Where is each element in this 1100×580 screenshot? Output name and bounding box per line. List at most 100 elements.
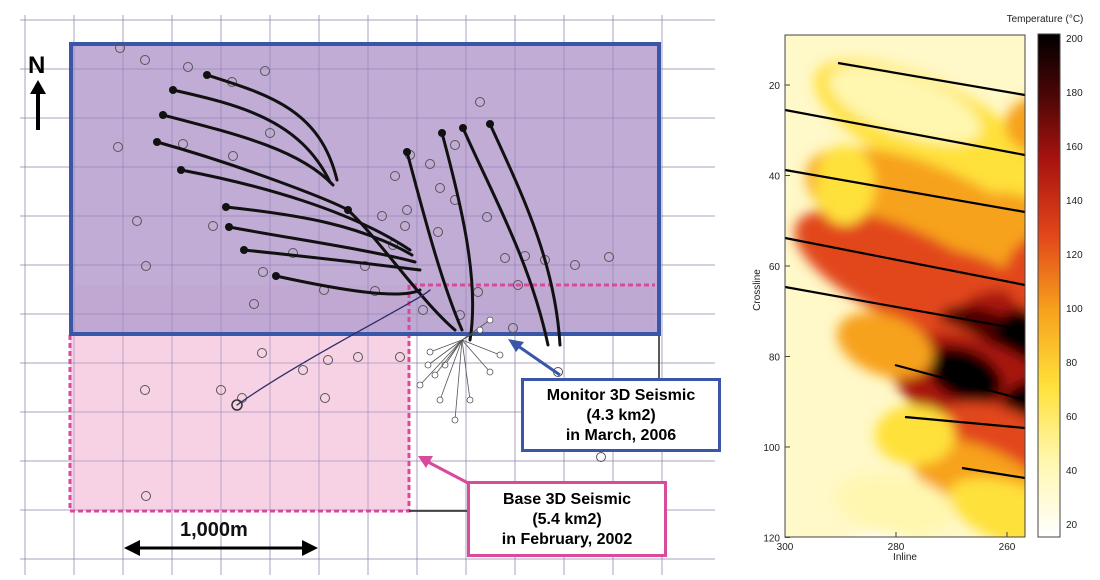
monitor-callout-line1: Monitor 3D Seismic: [546, 387, 696, 404]
well-trace: [155, 140, 350, 212]
well-circle: [140, 385, 150, 395]
well-circle: [377, 211, 387, 221]
well-trace: [242, 248, 422, 272]
spoke-well: [426, 348, 434, 356]
heatmap-well-trace: [785, 285, 1025, 332]
well-circle: [482, 212, 492, 222]
spoke-line: [461, 329, 481, 341]
temperature-blob: [1005, 99, 1025, 151]
monitor-callout-line3: in March, 2006: [565, 427, 677, 444]
spoke-line: [461, 339, 501, 356]
well-circle: [450, 140, 460, 150]
well-trace: [440, 131, 475, 342]
well-circle: [435, 183, 445, 193]
spoke-line: [461, 319, 491, 341]
well-circle: [475, 97, 485, 107]
spoke-well: [466, 396, 474, 404]
well-circle: [513, 280, 523, 290]
well-head: [222, 203, 230, 211]
colorbar-title: Temperature (°C): [1007, 14, 1084, 25]
well-circle: [115, 43, 125, 53]
base-callout-line2: (5.4 km2): [532, 511, 602, 528]
spoke-line: [427, 339, 463, 366]
spoke-line: [419, 339, 463, 386]
temperature-blob: [836, 312, 934, 378]
spoke-well: [496, 351, 504, 359]
well-circle: [208, 221, 218, 231]
well-circle: [183, 62, 193, 72]
inline-ticks: 300 280 260: [777, 532, 1016, 553]
scale-label: 1,000m: [180, 519, 248, 541]
crossline-axis-label: Crossline: [752, 269, 763, 311]
temperature-blob: [1005, 240, 1025, 310]
crossline-tick-label: 80: [769, 353, 781, 364]
well-circle: [298, 365, 308, 375]
well-head: [225, 223, 233, 231]
well-circle: [425, 159, 435, 169]
spoke-well: [486, 368, 494, 376]
well-trace: [171, 88, 332, 184]
spoke-well: [431, 371, 439, 379]
colorbar-tick-label: 100: [1066, 304, 1083, 315]
base-callout-line1: Base 3D Seismic: [502, 491, 632, 508]
well-trace: [161, 113, 335, 187]
crossline-tick-label: 100: [763, 443, 780, 454]
well-circle: [141, 261, 151, 271]
spoke-line: [434, 339, 463, 376]
well-circle: [265, 128, 275, 138]
colorbar-tick-label: 60: [1066, 412, 1078, 423]
temperature-blob: [875, 405, 955, 465]
scale-bar: [124, 540, 318, 556]
colorbar-tick-label: 80: [1066, 358, 1078, 369]
well-circle: [508, 323, 518, 333]
well-trace: [224, 205, 414, 257]
heatmap-well-traces: [785, 61, 1025, 480]
crossline-ticks: 20 40 60 80 100 120: [763, 81, 790, 545]
inline-tick-label: 280: [888, 542, 905, 553]
well-circle: [228, 151, 238, 161]
colorbar-tick-label: 180: [1066, 88, 1083, 99]
well-circle: [260, 66, 270, 76]
well-circle: [596, 452, 606, 462]
heatmap-well-trace: [894, 363, 1025, 402]
well-head: [177, 166, 185, 174]
temperature-blob: [956, 192, 1025, 278]
monitor-callout-line2: (4.3 km2): [586, 407, 656, 424]
well-circle: [418, 305, 428, 315]
spoke-line: [429, 339, 463, 353]
crossline-tick-label: 120: [763, 534, 780, 545]
well-trace: [227, 225, 417, 264]
temperature-colorbar: [1037, 33, 1061, 538]
heatmap-well-trace: [961, 466, 1025, 480]
well-circle: [113, 142, 123, 152]
well-circle: [500, 253, 510, 263]
heatmap-well-trace: [785, 236, 1025, 287]
well-head: [344, 206, 352, 214]
monitor-callout-arrow: [508, 339, 561, 377]
colorbar-ticks: 200 180 160 140 120 100 80 60 40 20: [1066, 34, 1083, 531]
spoke-well: [451, 416, 459, 424]
spoke-line: [439, 339, 463, 401]
spoke-line: [461, 339, 491, 373]
heatmap-well-trace: [785, 168, 1025, 214]
well-head: [459, 124, 467, 132]
well-head: [231, 399, 243, 411]
well-head: [153, 138, 161, 146]
inline-axis-label: Inline: [893, 552, 917, 563]
well-head: [486, 120, 494, 128]
temperature-blob: [815, 145, 875, 225]
colorbar-tick-label: 160: [1066, 142, 1083, 153]
well-head: [159, 111, 167, 119]
well-trace: [488, 122, 562, 347]
spoke-well: [416, 381, 424, 389]
well-spokes: [416, 316, 504, 424]
north-label: N: [28, 52, 46, 79]
spoke-well: [436, 396, 444, 404]
colorbar-tick-label: 20: [1066, 520, 1078, 531]
well-trace: [346, 208, 457, 332]
heatmap-frame: [784, 34, 1026, 538]
well-trace: [274, 274, 422, 296]
temperature-blob: [948, 478, 1025, 537]
well-circle: [570, 260, 580, 270]
monitor-survey-outline: [69, 42, 661, 336]
